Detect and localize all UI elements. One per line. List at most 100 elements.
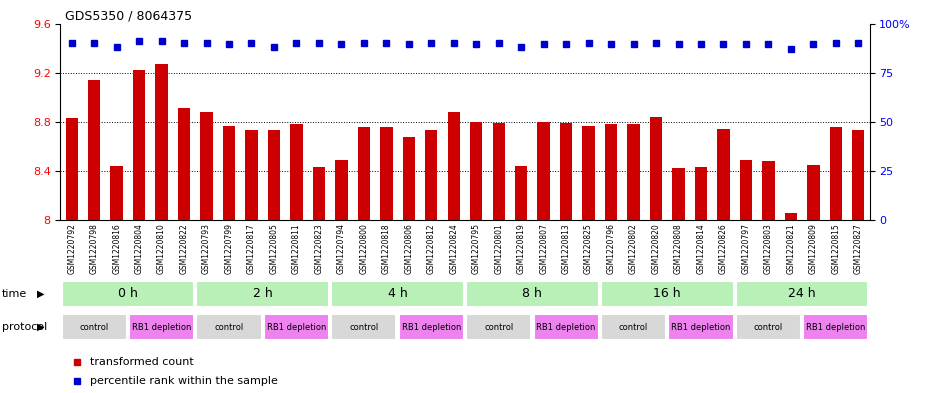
Text: GSM1220816: GSM1220816 [113,223,121,274]
Text: GSM1220806: GSM1220806 [405,223,413,274]
Bar [669,314,734,340]
Bar [534,314,599,340]
Bar [560,123,572,220]
Text: GSM1220802: GSM1220802 [629,223,638,274]
Text: protocol: protocol [2,322,47,332]
Bar [830,127,842,220]
Text: GSM1220821: GSM1220821 [787,223,795,274]
Text: control: control [350,323,379,332]
Text: control: control [80,323,109,332]
Text: GSM1220812: GSM1220812 [427,223,436,274]
Text: GSM1220823: GSM1220823 [314,223,324,274]
Bar [290,124,302,220]
Text: RB1 depletion: RB1 depletion [537,323,596,332]
Bar [672,169,684,220]
Bar [268,130,280,220]
Bar [807,165,819,220]
Text: GSM1220795: GSM1220795 [472,223,481,274]
Bar [155,64,167,220]
Text: GSM1220814: GSM1220814 [697,223,706,274]
Text: RB1 depletion: RB1 depletion [671,323,731,332]
Text: control: control [619,323,648,332]
Text: GSM1220799: GSM1220799 [224,223,233,274]
Bar [88,80,100,220]
Text: GSM1220803: GSM1220803 [764,223,773,274]
Bar [196,314,261,340]
Bar [425,130,437,220]
Bar [650,117,662,220]
Text: GSM1220817: GSM1220817 [247,223,256,274]
Text: GSM1220807: GSM1220807 [539,223,548,274]
Bar [61,281,194,307]
Bar [582,125,595,220]
Text: GSM1220818: GSM1220818 [382,223,391,274]
Bar [133,70,145,220]
Text: GSM1220793: GSM1220793 [202,223,211,274]
Bar [111,166,123,220]
Text: percentile rank within the sample: percentile rank within the sample [90,376,278,386]
Bar [403,137,415,220]
Text: GSM1220804: GSM1220804 [135,223,143,274]
Text: GSM1220824: GSM1220824 [449,223,458,274]
Text: GSM1220805: GSM1220805 [270,223,278,274]
Text: GSM1220809: GSM1220809 [809,223,817,274]
Bar [736,281,869,307]
Bar [447,112,460,220]
Bar [739,160,752,220]
Text: 16 h: 16 h [654,287,681,300]
Text: GSM1220819: GSM1220819 [517,223,525,274]
Bar [804,314,869,340]
Bar [628,124,640,220]
Text: RB1 depletion: RB1 depletion [402,323,461,332]
Text: GSM1220826: GSM1220826 [719,223,728,274]
Bar [200,112,213,220]
Text: GSM1220798: GSM1220798 [89,223,99,274]
Bar [466,281,599,307]
Bar [852,130,865,220]
Text: GSM1220825: GSM1220825 [584,223,593,274]
Text: control: control [215,323,244,332]
Text: 24 h: 24 h [789,287,816,300]
Text: GSM1220813: GSM1220813 [562,223,571,274]
Text: GSM1220801: GSM1220801 [494,223,503,274]
Bar [178,108,191,220]
Text: control: control [485,323,513,332]
Bar [736,314,801,340]
Text: 2 h: 2 h [253,287,272,300]
Bar [399,314,464,340]
Bar [264,314,329,340]
Text: GDS5350 / 8064375: GDS5350 / 8064375 [65,10,193,23]
Text: RB1 depletion: RB1 depletion [806,323,866,332]
Bar [604,124,618,220]
Bar [358,127,370,220]
Bar [717,129,730,220]
Text: ▶: ▶ [37,288,45,299]
Bar [312,167,326,220]
Text: GSM1220792: GSM1220792 [67,223,76,274]
Bar [785,213,797,220]
Bar [331,314,396,340]
Text: 8 h: 8 h [523,287,542,300]
Bar [493,123,505,220]
Text: GSM1220794: GSM1220794 [337,223,346,274]
Text: ▶: ▶ [37,322,45,332]
Text: GSM1220797: GSM1220797 [741,223,751,274]
Text: RB1 depletion: RB1 depletion [267,323,326,332]
Bar [61,314,126,340]
Bar [538,122,550,220]
Bar [246,130,258,220]
Text: control: control [754,323,783,332]
Text: GSM1220820: GSM1220820 [652,223,660,274]
Bar [515,166,527,220]
Bar [380,127,392,220]
Bar [223,125,235,220]
Text: time: time [2,288,27,299]
Bar [65,118,78,220]
Bar [335,160,348,220]
Text: GSM1220815: GSM1220815 [831,223,841,274]
Text: GSM1220811: GSM1220811 [292,223,301,274]
Text: GSM1220808: GSM1220808 [674,223,683,274]
Bar [763,161,775,220]
Text: GSM1220796: GSM1220796 [606,223,616,274]
Text: 4 h: 4 h [388,287,407,300]
